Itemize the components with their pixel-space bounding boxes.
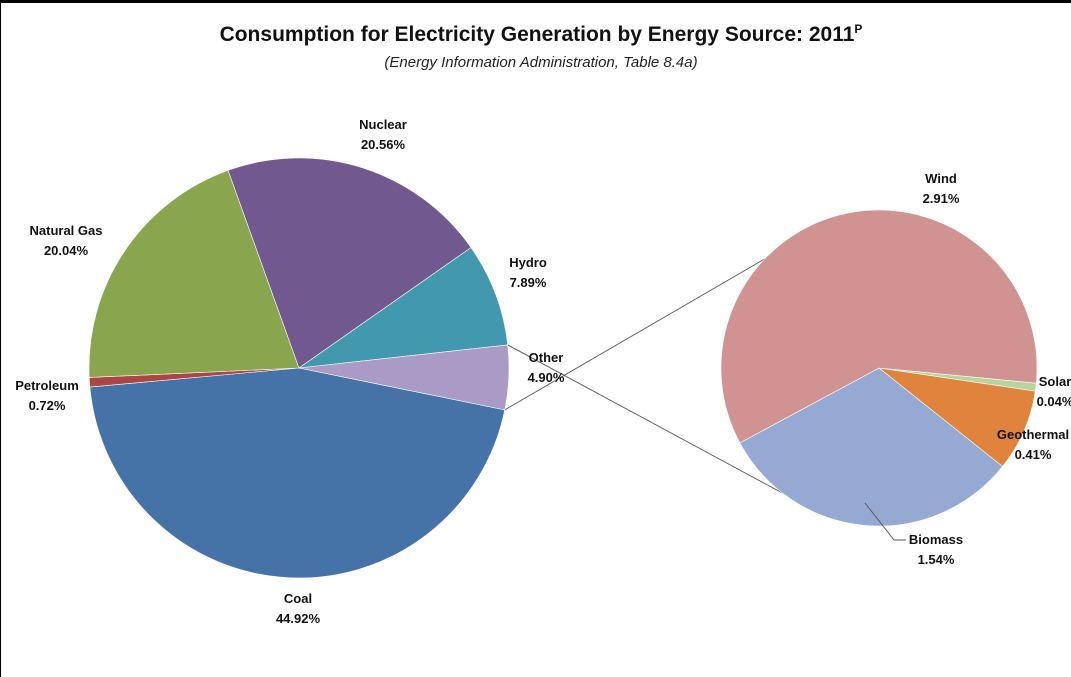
label-biomass-name: Biomass	[909, 532, 963, 547]
label-solar-name: Solar	[1039, 374, 1071, 389]
label-biomass-value: 1.54%	[918, 552, 955, 567]
label-solar-value: 0.04%	[1037, 394, 1071, 409]
chart-title-text: Consumption for Electricity Generation b…	[220, 23, 855, 46]
label-natural-gas: Natural Gas 20.04%	[30, 223, 103, 258]
label-other-name: Other	[529, 350, 564, 365]
label-nuclear-value: 20.56%	[361, 137, 406, 152]
label-geothermal-name: Geothermal	[997, 427, 1069, 442]
label-wind-value: 2.91%	[923, 191, 960, 206]
label-coal-value: 44.92%	[276, 611, 321, 626]
slice-coal	[89, 367, 506, 579]
label-other: Other 4.90%	[528, 350, 565, 385]
breakout-pie	[720, 209, 1038, 527]
chart-subtitle: (Energy Information Administration, Tabl…	[384, 54, 697, 71]
label-hydro-value: 7.89%	[510, 275, 547, 290]
slice-nuclear	[227, 157, 472, 369]
slice-hydro	[298, 247, 509, 369]
slice-biomass	[739, 367, 1003, 527]
label-petroleum: Petroleum 0.72%	[15, 378, 79, 413]
label-natural-gas-name: Natural Gas	[30, 223, 103, 238]
label-nuclear: Nuclear 20.56%	[359, 117, 407, 152]
label-natural-gas-value: 20.04%	[44, 243, 89, 258]
label-solar: Solar 0.04%	[1037, 374, 1071, 409]
label-wind-name: Wind	[925, 171, 957, 186]
label-biomass: Biomass 1.54%	[909, 532, 963, 567]
chart-title: Consumption for Electricity Generation b…	[220, 22, 863, 46]
slice-other	[298, 344, 510, 411]
leader-line-biomass	[864, 502, 906, 541]
label-petroleum-name: Petroleum	[15, 378, 79, 393]
label-other-value: 4.90%	[528, 370, 565, 385]
label-hydro-name: Hydro	[509, 255, 547, 270]
label-hydro: Hydro 7.89%	[509, 255, 547, 290]
pie-of-pie-chart: Consumption for Electricity Generation b…	[15, 22, 1071, 626]
label-coal: Coal 44.92%	[276, 591, 321, 626]
label-wind: Wind 2.91%	[923, 171, 960, 206]
label-petroleum-value: 0.72%	[29, 398, 66, 413]
label-geothermal-value: 0.41%	[1015, 447, 1052, 462]
label-nuclear-name: Nuclear	[359, 117, 407, 132]
chart-title-superscript: P	[854, 22, 862, 36]
slice-labels: Coal 44.92% Petroleum 0.72% Natural Gas 20.04…	[15, 117, 1071, 626]
label-coal-name: Coal	[284, 591, 312, 606]
slice-wind	[720, 209, 1038, 444]
connector-line-bottom	[507, 344, 828, 518]
label-geothermal: Geothermal 0.41%	[997, 427, 1069, 462]
main-pie	[88, 157, 510, 579]
